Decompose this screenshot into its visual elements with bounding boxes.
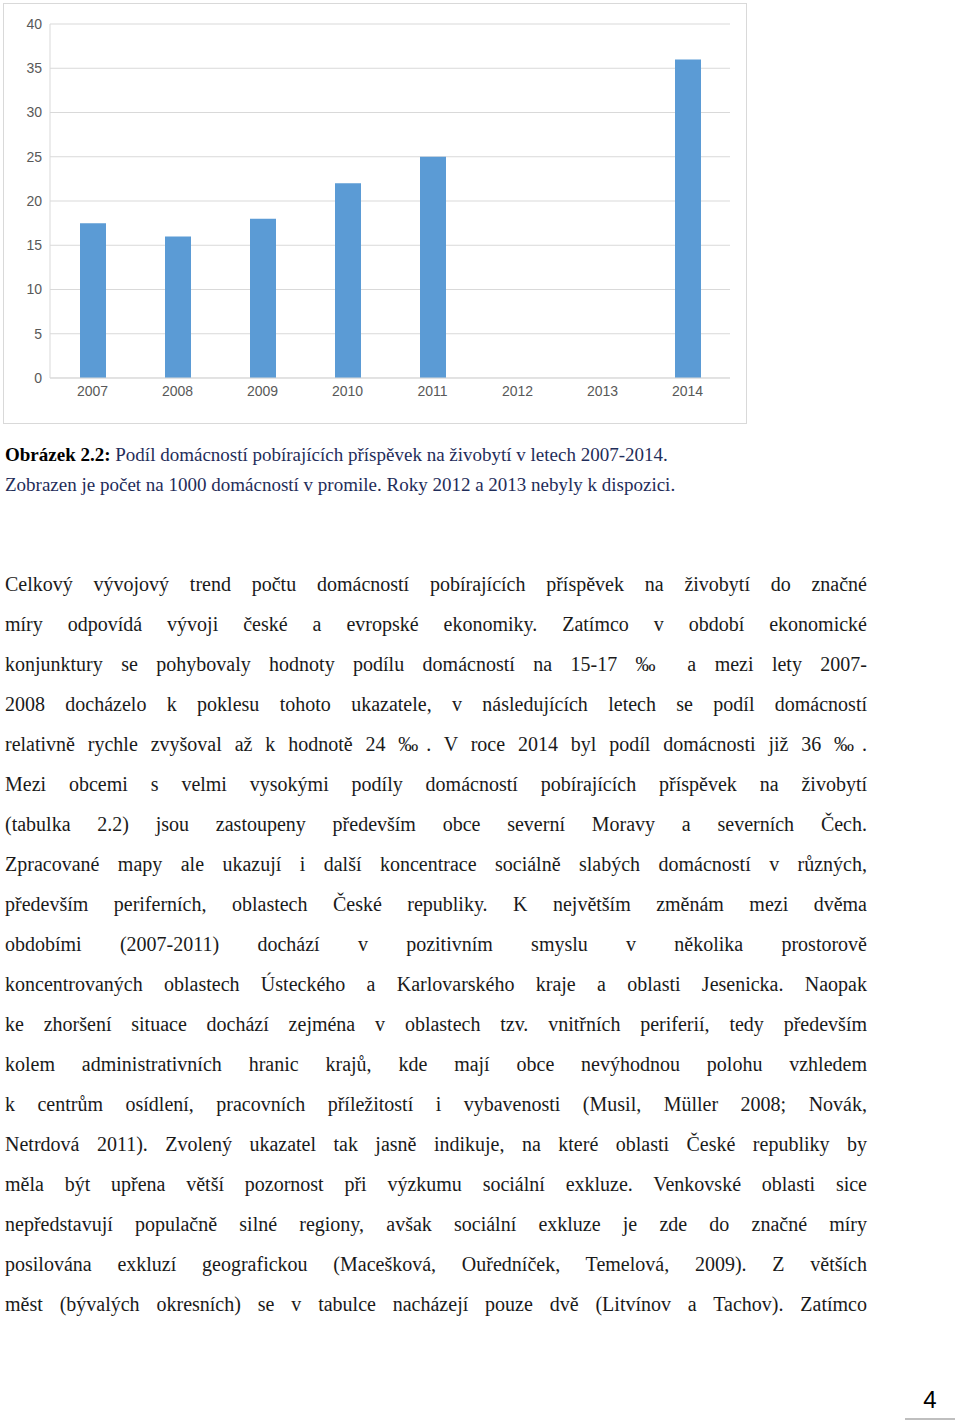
- html-text:posilována exkluzí geograficko: posilována exkluzí geografickou (Maceško…: [5, 1253, 867, 1275]
- svg-text:5: 5: [34, 326, 42, 342]
- html-text:4: 4: [923, 1386, 937, 1413]
- html-text:2008 docházelo k poklesu tohot: 2008 docházelo k poklesu tohoto ukazatel…: [5, 693, 867, 715]
- svg-text:10: 10: [26, 281, 42, 297]
- html-text:Obrázek 2.2: Podíl domácností: Obrázek 2.2: Podíl domácností pobírající…: [5, 444, 668, 465]
- html-text:Zpracované mapy ale ukazují i: Zpracované mapy ale ukazují i další konc…: [5, 853, 867, 875]
- html-text:k centrům osídlení, pracovních: k centrům osídlení, pracovních příležito…: [5, 1093, 867, 1115]
- html-text:především periferních, oblaste: především periferních, oblastech České r…: [5, 893, 867, 915]
- svg-text:2013: 2013: [587, 383, 618, 399]
- html-text:Celkový vývojový trend počtu d: Celkový vývojový trend počtu domácností …: [5, 573, 867, 595]
- html-text:měst (bývalých okresních) se v: měst (bývalých okresních) se v tabulce n…: [5, 1293, 867, 1315]
- svg-text:30: 30: [26, 104, 42, 120]
- svg-text:2010: 2010: [332, 383, 363, 399]
- html-text:měla být upřena větší pozornos: měla být upřena větší pozornost při výzk…: [5, 1173, 867, 1195]
- svg-text:35: 35: [26, 60, 42, 76]
- svg-text:20: 20: [26, 193, 42, 209]
- html-text:obdobími (2007-2011) dochází v: obdobími (2007-2011) dochází v pozitivní…: [5, 933, 867, 955]
- html-text:míry odpovídá vývoji české a e: míry odpovídá vývoji české a evropské ek…: [5, 613, 867, 635]
- html-text:Zobrazen je počet na 1000 domá: Zobrazen je počet na 1000 domácností v p…: [5, 474, 676, 495]
- html-text:relativně rychle zvyšoval až k: relativně rychle zvyšoval až k hodnotě 2…: [5, 733, 867, 755]
- svg-text:2011: 2011: [417, 383, 447, 399]
- html-text:(tabulka 2.2) jsou zastoupeny: (tabulka 2.2) jsou zastoupeny především …: [5, 813, 867, 835]
- svg-text:40: 40: [26, 16, 42, 32]
- svg-text:2012: 2012: [502, 383, 533, 399]
- svg-text:2007: 2007: [77, 383, 108, 399]
- svg-text:2008: 2008: [162, 383, 193, 399]
- html-text:ke zhoršení situace dochází ze: ke zhoršení situace dochází zejména v ob…: [5, 1013, 867, 1035]
- svg-text:2014: 2014: [672, 383, 703, 399]
- svg-text:25: 25: [26, 149, 42, 165]
- html-text:konjunktury se pohybovaly hodn: konjunktury se pohybovaly hodnoty podílu…: [5, 653, 867, 675]
- html-text:koncentrovaných oblastech Úste: koncentrovaných oblastech Ústeckého a Ka…: [5, 973, 867, 995]
- svg-text:2009: 2009: [247, 383, 278, 399]
- svg-text:15: 15: [26, 237, 42, 253]
- svg-text:0: 0: [34, 370, 42, 386]
- html-text:kolem administrativních hranic: kolem administrativních hranic krajů, kd…: [5, 1053, 867, 1075]
- html-text:nepředstavují populačně silné: nepředstavují populačně silné regiony, a…: [5, 1213, 867, 1235]
- html-text:Mezi obcemi s velmi vysokými p: Mezi obcemi s velmi vysokými podíly domá…: [5, 773, 867, 795]
- html-text:Netrdová 2011). Zvolený ukazat: Netrdová 2011). Zvolený ukazatel tak jas…: [5, 1133, 867, 1155]
